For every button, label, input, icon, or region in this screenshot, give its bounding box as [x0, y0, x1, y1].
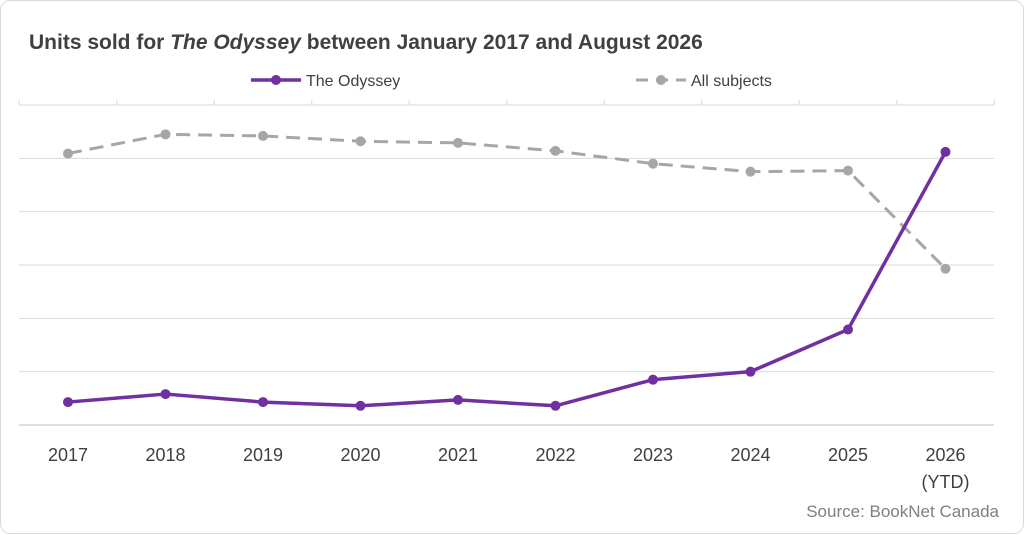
title-part-1: Units sold for: [29, 31, 171, 54]
chart-title: Units sold for The Odyssey between Janua…: [29, 31, 703, 55]
data-point: [648, 374, 658, 385]
data-point: [843, 165, 853, 176]
source-note: Source: BookNet Canada: [806, 502, 999, 521]
title-book-name: The Odyssey: [170, 31, 301, 54]
x-tick-label: 2020: [340, 445, 380, 465]
data-point: [648, 158, 658, 169]
series-all-subjects: [63, 129, 951, 274]
x-tick-label: 2022: [535, 445, 575, 465]
data-point: [745, 166, 756, 177]
data-point: [63, 397, 73, 408]
legend-label: All subjects: [691, 73, 772, 90]
gridlines: [18, 100, 995, 426]
data-point: [355, 400, 366, 411]
data-point: [843, 324, 853, 335]
data-point: [940, 263, 951, 274]
x-tick-label: 2025: [828, 445, 868, 465]
data-point: [453, 137, 463, 148]
x-tick-label: 2024: [730, 445, 770, 465]
series-layer: [63, 129, 951, 411]
data-point: [160, 129, 171, 140]
data-point: [745, 366, 756, 377]
x-tick-label: 2021: [438, 445, 478, 465]
x-tick-sublabel: (YTD): [922, 472, 970, 492]
series-line: [67, 151, 948, 408]
data-point: [258, 397, 268, 408]
legend-marker: [656, 75, 666, 85]
data-point: [63, 148, 73, 159]
series-the-odyssey: [63, 146, 951, 411]
data-point: [258, 130, 268, 141]
data-point: [453, 394, 463, 405]
data-point: [550, 145, 561, 156]
data-point: [550, 400, 561, 411]
legend-item: The Odyssey: [251, 73, 400, 90]
series-line: [67, 132, 947, 270]
data-point: [160, 389, 171, 400]
x-tick-label: 2026: [925, 445, 965, 465]
legend: The Odyssey All subjects: [251, 73, 772, 90]
legend-marker: [271, 75, 281, 85]
data-point: [940, 146, 951, 157]
title-part-3: between January 2017 and August 2026: [300, 31, 703, 54]
x-tick-label: 2017: [48, 445, 88, 465]
x-axis-ticks: 2017 2018 2019 2020 2021 2022 2023 2024 2025 2026…: [48, 445, 970, 492]
x-tick-label: 2018: [145, 445, 185, 465]
legend-label: The Odyssey: [306, 73, 400, 90]
data-point: [355, 136, 366, 147]
x-tick-label: 2023: [633, 445, 673, 465]
x-tick-label: 2019: [243, 445, 283, 465]
legend-item: All subjects: [636, 73, 772, 90]
